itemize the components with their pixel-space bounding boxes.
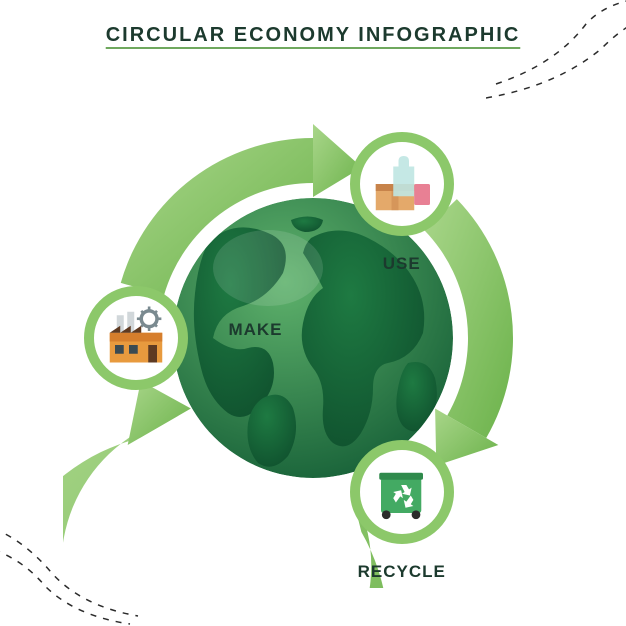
earth-globe <box>173 198 453 478</box>
use-node <box>350 132 454 236</box>
page-title: CIRCULAR ECONOMY INFOGRAPHIC <box>106 24 521 47</box>
products-icon <box>367 149 437 219</box>
bin-icon <box>367 457 437 527</box>
make-node <box>84 286 188 390</box>
recycle-label: RECYCLE <box>358 562 446 582</box>
cycle-diagram: MAKE USE RECYCLE <box>63 88 563 588</box>
make-label: MAKE <box>228 320 282 340</box>
recycle-node <box>350 440 454 544</box>
use-label: USE <box>383 254 421 274</box>
factory-icon <box>101 303 171 373</box>
